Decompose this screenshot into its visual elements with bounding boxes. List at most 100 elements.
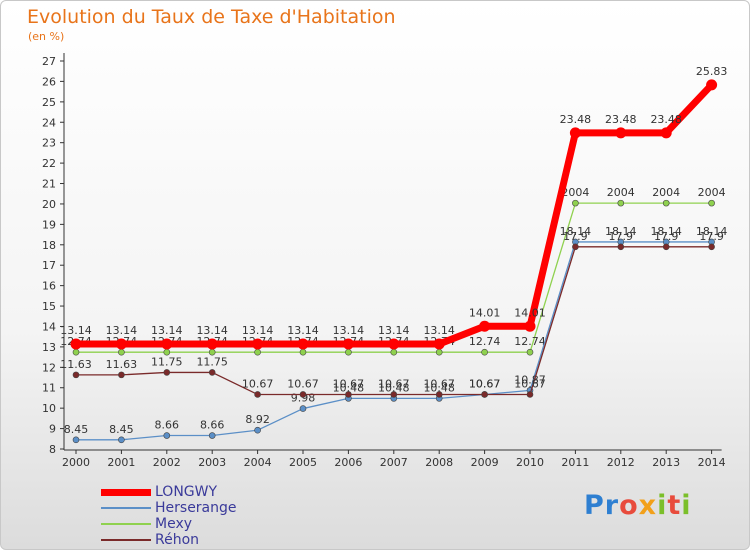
y-tick-label-9: 9 <box>49 423 56 436</box>
data-point-longwy-2009 <box>479 320 491 332</box>
data-point-mexy-2006 <box>345 348 352 356</box>
data-point-longwy-2000 <box>70 338 82 350</box>
legend-item-rehon: Réhon <box>101 532 321 549</box>
data-label-rhon-2000: 11.63 <box>60 358 92 371</box>
legend-swatch-rehon <box>101 539 151 541</box>
data-label-longwy-2011: 23.48 <box>560 113 592 126</box>
data-point-longwy-2014 <box>706 79 718 91</box>
x-tick-label-2008: 2008 <box>425 456 453 469</box>
data-point-longwy-2003 <box>206 338 218 350</box>
data-point-mexy-2009 <box>481 348 488 356</box>
data-point-mexy-2004 <box>254 348 261 356</box>
data-point-rhon-2014 <box>708 243 715 251</box>
chart-unit-label: (en %) <box>28 30 65 43</box>
data-point-longwy-2001 <box>115 338 127 350</box>
data-point-rhon-2009 <box>481 391 488 398</box>
proxiti-logo: Proxiti <box>584 490 692 521</box>
data-label-rhon-2012: 17.9 <box>609 230 634 243</box>
data-point-mexy-2002 <box>163 348 171 356</box>
x-tick-label-2005: 2005 <box>289 456 317 469</box>
y-tick-label-11: 11 <box>42 382 56 395</box>
data-label-rhon-2005: 10.67 <box>287 377 319 390</box>
data-point-rhon-2003 <box>208 369 216 376</box>
data-label-herserange-2013: 18.14 <box>650 225 682 238</box>
data-point-mexy-2005 <box>299 348 307 356</box>
legend-swatch-mexy <box>101 523 151 525</box>
data-point-rhon-2012 <box>617 243 625 251</box>
data-label-longwy-2005: 13.14 <box>287 324 319 337</box>
data-label-longwy-2010: 14.01 <box>514 306 546 319</box>
data-point-herserange-2000 <box>72 436 80 444</box>
data-point-rhon-2008 <box>435 391 443 398</box>
legend-label-mexy: Mexy <box>155 516 193 532</box>
data-point-mexy-2010 <box>526 348 534 356</box>
x-tick-label-2002: 2002 <box>153 456 181 469</box>
y-tick-label-8: 8 <box>49 443 56 456</box>
y-tick-label-26: 26 <box>42 75 56 88</box>
x-tick-label-2000: 2000 <box>62 456 90 469</box>
data-point-mexy-2011 <box>572 199 579 207</box>
data-point-longwy-2012 <box>615 127 627 139</box>
y-tick-label-13: 13 <box>42 341 56 354</box>
x-tick-label-2014: 2014 <box>698 456 726 469</box>
data-label-rhon-2004: 10.67 <box>242 377 274 390</box>
data-point-rhon-2001 <box>118 371 125 379</box>
y-tick-label-19: 19 <box>42 218 56 231</box>
data-label-herserange-2010: 10.87 <box>514 373 546 386</box>
data-label-longwy-2004: 13.14 <box>242 324 274 337</box>
data-point-mexy-2008 <box>435 348 443 356</box>
data-point-rhon-2006 <box>345 391 352 398</box>
data-point-rhon-2010 <box>526 391 534 398</box>
data-label-rhon-2011: 17.9 <box>563 230 588 243</box>
data-point-mexy-2003 <box>208 348 216 356</box>
data-label-rhon-2014: 17.9 <box>699 230 724 243</box>
data-label-rhon-2001: 11.63 <box>106 358 138 371</box>
data-label-mexy-2012: 2004 <box>607 186 635 199</box>
x-tick-label-2009: 2009 <box>471 456 499 469</box>
data-point-longwy-2008 <box>433 338 445 350</box>
x-tick-label-2013: 2013 <box>652 456 680 469</box>
data-label-mexy-2011: 2004 <box>561 186 589 199</box>
legend-label-rehon: Réhon <box>155 532 200 548</box>
legend-item-longwy: LONGWY <box>101 484 321 501</box>
data-point-mexy-2014 <box>708 199 715 207</box>
y-tick-label-14: 14 <box>42 320 56 333</box>
x-tick-label-2003: 2003 <box>198 456 226 469</box>
data-label-longwy-2001: 13.14 <box>106 324 138 337</box>
y-tick-label-24: 24 <box>42 116 56 129</box>
data-label-longwy-2006: 13.14 <box>333 324 365 337</box>
legend-label-longwy: LONGWY <box>155 484 218 500</box>
data-point-rhon-2011 <box>572 243 579 251</box>
series-line-rhon <box>75 246 713 396</box>
y-tick-label-17: 17 <box>42 259 56 272</box>
data-label-herserange-2000: 8.45 <box>64 423 89 436</box>
data-label-rhon-2009: 10.67 <box>469 377 501 390</box>
x-tick-label-2006: 2006 <box>334 456 362 469</box>
data-label-rhon-2003: 11.75 <box>196 355 228 368</box>
data-label-herserange-2001: 8.45 <box>109 423 134 436</box>
x-tick-label-2011: 2011 <box>561 456 589 469</box>
y-tick-label-18: 18 <box>42 239 56 252</box>
chart-legend: LONGWY Herserange Mexy Réhon <box>101 484 321 549</box>
data-label-mexy-2010: 12.74 <box>514 335 546 348</box>
data-label-longwy-2003: 13.14 <box>196 324 228 337</box>
legend-item-herserange: Herserange <box>101 500 321 517</box>
data-label-longwy-2013: 23.48 <box>650 113 682 126</box>
data-point-longwy-2010 <box>524 320 536 332</box>
y-tick-label-23: 23 <box>42 137 56 150</box>
x-tick-label-2007: 2007 <box>380 456 408 469</box>
data-label-longwy-2007: 13.14 <box>378 324 410 337</box>
data-point-mexy-2007 <box>390 348 398 356</box>
y-tick-label-20: 20 <box>42 198 56 211</box>
data-label-longwy-2014: 25.83 <box>696 65 728 78</box>
data-point-rhon-2004 <box>254 391 261 398</box>
data-point-longwy-2002 <box>161 338 173 350</box>
data-point-mexy-2001 <box>118 348 125 356</box>
data-point-mexy-2012 <box>617 199 625 207</box>
data-label-longwy-2000: 13.14 <box>60 324 92 337</box>
data-point-rhon-2000 <box>72 371 80 379</box>
legend-label-herserange: Herserange <box>155 500 237 516</box>
data-point-herserange-2004 <box>254 426 261 434</box>
y-tick-label-21: 21 <box>42 178 56 191</box>
